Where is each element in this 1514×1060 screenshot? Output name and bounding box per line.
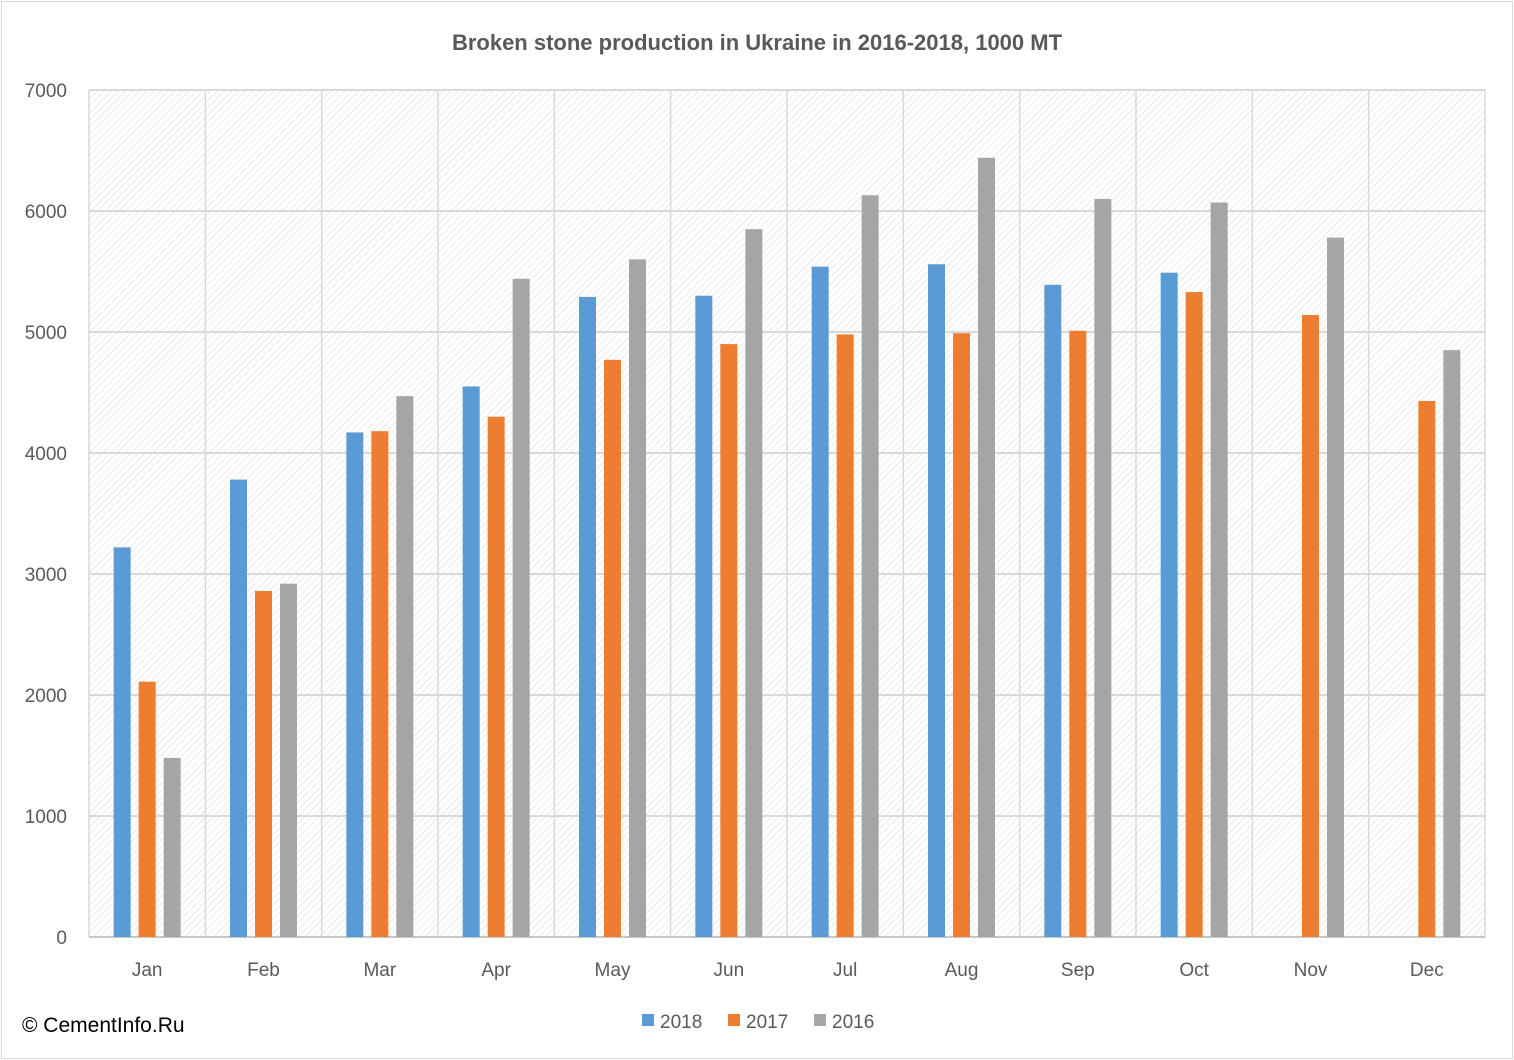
bars [113,157,1461,938]
bar-2017-oct [1185,292,1203,937]
bar-2017-feb [255,590,272,937]
bar-2018-jul [811,266,829,937]
x-tick-label: May [595,960,631,981]
bar-2016-nov [1327,237,1344,937]
bar-2018-oct [1160,272,1178,938]
x-tick-label: Apr [481,960,511,981]
bar-2018-apr [462,386,480,937]
bar-2016-feb [280,583,297,937]
x-tick-label: Sep [1061,960,1095,981]
x-tick-label: Jul [833,960,857,981]
y-tick-label: 1000 [25,807,67,828]
copyright-text: © CementInfo.Ru [22,1014,185,1037]
bar-2017-sep [1069,330,1087,937]
bar-2016-mar [396,396,414,937]
bar-2016-oct [1210,202,1228,937]
bar-2018-sep [1044,284,1062,937]
legend-label-2018: 2018 [660,1012,702,1033]
bar-2016-jun [745,229,763,937]
x-tick-label: Jan [132,960,163,981]
bar-2017-mar [371,431,389,937]
bar-2016-aug [978,157,995,937]
bar-2016-jul [861,195,879,937]
legend-label-2016: 2016 [832,1012,874,1033]
y-tick-label: 2000 [25,686,67,707]
x-tick-label: Mar [363,960,396,981]
x-tick-label: Feb [247,960,280,981]
y-tick-label: 6000 [25,202,67,223]
bar-2017-apr [487,416,505,937]
bar-2018-aug [928,264,945,937]
bar-2017-nov [1302,315,1319,937]
bar-2018-mar [346,432,364,937]
legend-swatch-2016 [814,1014,826,1026]
gridlines [88,89,1486,938]
bar-2017-may [604,359,621,938]
y-axis-tick-labels: 0 1000 2000 3000 4000 5000 6000 7000 [25,81,67,949]
bar-2018-feb [230,479,247,937]
x-axis-tick-labels: Jan Feb Mar Apr May Jun Jul Aug Sep Oct Nov Dec [132,960,1444,981]
bar-2017-jan [138,681,156,937]
x-tick-label: Dec [1410,960,1444,981]
x-tick-label: Nov [1294,960,1328,981]
bar-2017-jul [836,334,854,937]
bar-2016-sep [1094,198,1112,937]
y-tick-label: 0 [56,928,67,949]
bar-2018-jan [113,547,131,937]
x-tick-label: Aug [945,960,979,981]
bar-2016-may [629,259,646,937]
x-tick-label: Oct [1179,960,1209,981]
y-tick-label: 4000 [25,444,67,465]
x-tick-label: Jun [714,960,745,981]
legend-swatch-2017 [728,1014,740,1026]
legend-label-2017: 2017 [746,1012,788,1033]
bar-2017-jun [720,344,738,938]
bar-2016-jan [163,757,181,937]
bar-2016-apr [512,278,530,937]
legend-swatch-2018 [642,1014,654,1026]
legend: 2018 2017 2016 [642,1012,874,1033]
chart-title: Broken stone production in Ukraine in 20… [452,30,1063,55]
y-tick-label: 5000 [25,323,67,344]
bar-2017-aug [953,333,970,938]
bar-2018-may [579,296,596,937]
bar-2018-jun [695,295,713,937]
y-tick-label: 7000 [25,81,67,102]
bar-2016-dec [1443,350,1461,937]
bar-2017-dec [1418,400,1436,938]
y-tick-label: 3000 [25,565,67,586]
